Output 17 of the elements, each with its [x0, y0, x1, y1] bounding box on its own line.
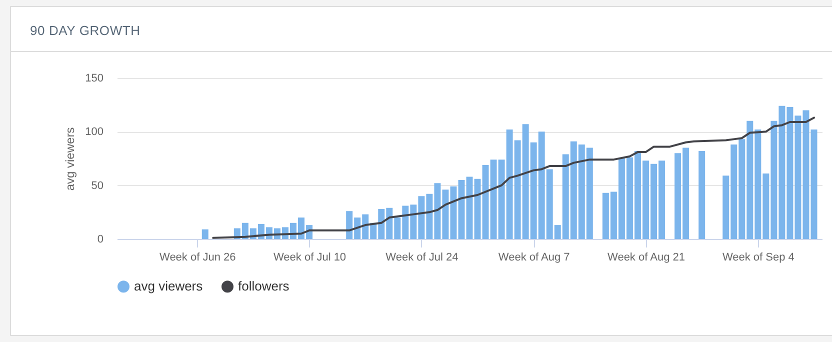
- y-tick-label: 0: [97, 234, 104, 246]
- x-tick-label: Week of Aug 21: [608, 252, 685, 264]
- y-tick-label: 50: [91, 180, 104, 192]
- bar: [698, 150, 706, 239]
- bar: [202, 229, 208, 239]
- x-tick-label: Week of Jun 26: [159, 252, 236, 264]
- x-tick-label: Week of Jul 10: [273, 252, 346, 264]
- y-tick-label: 150: [85, 72, 104, 84]
- y-tick-label: 100: [85, 126, 104, 138]
- legend-label: followers: [238, 278, 290, 294]
- x-tick-label: Week of Sep 4: [722, 252, 794, 264]
- chart-title: 90 DAY GROWTH: [30, 23, 140, 38]
- line-series: [212, 116, 815, 239]
- x-tick-label: Week of Jul 24: [386, 252, 458, 264]
- legend-label: avg viewers: [134, 278, 204, 294]
- x-tick-label: Week of Aug 7: [498, 252, 570, 264]
- y-axis-title: avg viewers: [63, 127, 78, 191]
